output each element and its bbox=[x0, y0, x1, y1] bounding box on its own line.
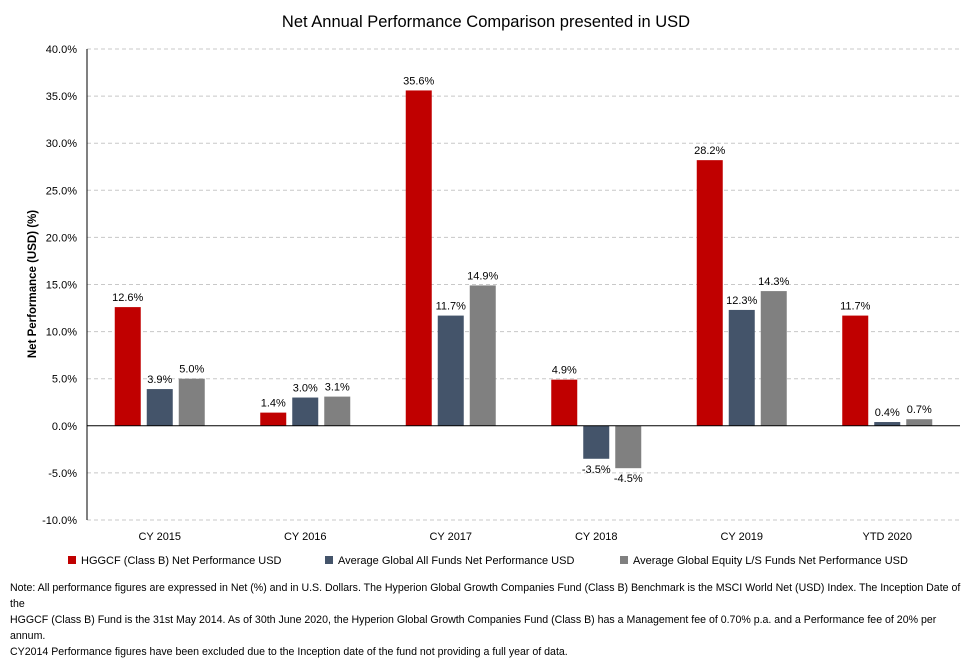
data-labels: 12.6% 3.9% 5.0% 1.4% 3.0% 3.1% 35.6% 11.7% 14.9%… bbox=[112, 75, 932, 485]
x-tick-label: CY 2019 bbox=[720, 531, 763, 543]
data-label: 14.3% bbox=[758, 276, 789, 288]
y-tick-label: 25.0% bbox=[46, 185, 77, 197]
footnote-line: HGGCF (Class B) Fund is the 31st May 201… bbox=[10, 614, 937, 642]
bars bbox=[114, 90, 933, 469]
legend-swatch bbox=[68, 556, 76, 564]
bar bbox=[292, 397, 319, 426]
data-label: 5.0% bbox=[179, 364, 204, 376]
bar bbox=[178, 378, 205, 426]
y-tick-label: 20.0% bbox=[46, 232, 77, 244]
bar bbox=[583, 425, 610, 459]
data-label: -4.5% bbox=[614, 473, 643, 485]
x-tick-label: CY 2018 bbox=[575, 531, 618, 543]
x-tick-label: CY 2015 bbox=[138, 531, 181, 543]
y-axis-label: Net Performance (USD) (%) bbox=[27, 210, 39, 358]
data-label: 12.3% bbox=[726, 295, 757, 307]
x-tick-label: CY 2016 bbox=[284, 531, 327, 543]
bar-chart: Net Annual Performance Comparison presen… bbox=[27, 13, 960, 567]
y-tick-label: -5.0% bbox=[48, 468, 77, 480]
data-label: 28.2% bbox=[694, 145, 725, 157]
footnote: Note: All performance figures are expres… bbox=[10, 580, 965, 660]
footnote-line: Note: All performance figures are expres… bbox=[10, 582, 961, 610]
data-label: 3.9% bbox=[147, 374, 172, 386]
bar bbox=[906, 419, 933, 426]
gridlines bbox=[87, 48, 960, 521]
axes bbox=[86, 49, 960, 520]
data-label: -3.5% bbox=[582, 464, 611, 476]
legend-swatch bbox=[325, 556, 333, 564]
data-label: 12.6% bbox=[112, 292, 143, 304]
y-tick-label: 5.0% bbox=[52, 374, 77, 386]
data-label: 11.7% bbox=[436, 301, 467, 313]
data-label: 35.6% bbox=[403, 75, 434, 87]
legend: HGGCF (Class B) Net Performance USD Avera… bbox=[68, 555, 908, 567]
bar bbox=[696, 160, 723, 426]
y-tick-labels: -10.0% -5.0% 0.0% 5.0% 10.0% 15.0% 20.0% 25.0% 3… bbox=[42, 44, 77, 527]
y-tick-label: 0.0% bbox=[52, 421, 77, 433]
x-tick-label: CY 2017 bbox=[429, 531, 472, 543]
y-tick-label: 30.0% bbox=[46, 138, 77, 150]
data-label: 0.7% bbox=[907, 404, 932, 416]
data-label: 1.4% bbox=[261, 398, 286, 410]
bar bbox=[405, 90, 432, 426]
legend-label: Average Global Equity L/S Funds Net Perf… bbox=[633, 555, 908, 567]
y-tick-label: 40.0% bbox=[46, 44, 77, 56]
data-label: 3.1% bbox=[325, 382, 350, 394]
bar bbox=[437, 315, 464, 426]
y-tick-label: 15.0% bbox=[46, 280, 77, 292]
footnote-line: CY2014 Performance figures have been exc… bbox=[10, 646, 568, 658]
bar bbox=[842, 315, 869, 426]
data-label: 4.9% bbox=[552, 365, 577, 377]
x-tick-labels: CY 2015 CY 2016 CY 2017 CY 2018 CY 2019 YTD 2… bbox=[138, 531, 912, 543]
data-label: 14.9% bbox=[467, 270, 498, 282]
y-tick-label: 10.0% bbox=[46, 327, 77, 339]
bar bbox=[551, 379, 578, 426]
bar bbox=[728, 309, 755, 426]
chart-title: Net Annual Performance Comparison presen… bbox=[282, 13, 690, 31]
data-label: 0.4% bbox=[875, 407, 900, 419]
legend-label: HGGCF (Class B) Net Performance USD bbox=[81, 555, 282, 567]
data-label: 11.7% bbox=[840, 301, 871, 313]
x-tick-label: YTD 2020 bbox=[862, 531, 912, 543]
bar bbox=[615, 425, 642, 469]
bar bbox=[260, 412, 287, 426]
bar bbox=[760, 291, 787, 426]
bar bbox=[146, 389, 173, 426]
legend-swatch bbox=[620, 556, 628, 564]
bar bbox=[114, 307, 141, 426]
legend-label: Average Global All Funds Net Performance… bbox=[338, 555, 574, 567]
y-tick-label: 35.0% bbox=[46, 91, 77, 103]
bar bbox=[874, 422, 901, 426]
bar bbox=[324, 396, 351, 426]
y-tick-label: -10.0% bbox=[42, 515, 77, 527]
bar bbox=[469, 285, 496, 426]
data-label: 3.0% bbox=[293, 383, 318, 395]
